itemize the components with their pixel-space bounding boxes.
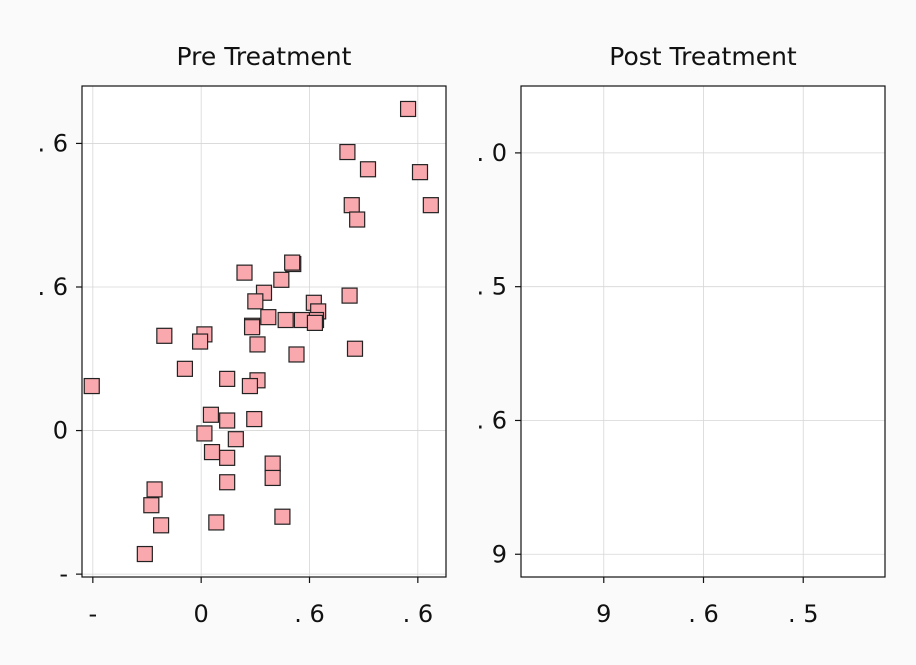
plot-area <box>521 86 885 577</box>
data-point <box>146 481 163 498</box>
data-point <box>411 164 429 181</box>
data-point <box>264 469 281 487</box>
pre-treatment-panel: - 0 . 6 . 6 - 0 . 6 . 6 Pre Treatment <box>37 42 447 628</box>
data-point <box>176 360 194 377</box>
y-tick-label: - <box>59 560 68 588</box>
data-point <box>273 271 290 288</box>
data-point <box>196 425 213 442</box>
data-point <box>399 100 417 118</box>
y-tick-label: . 0 <box>476 139 507 167</box>
plot-area <box>82 86 446 577</box>
x-tick-label: 0 <box>194 600 209 628</box>
data-point <box>156 327 173 344</box>
y-tick-label: . 6 <box>37 129 68 157</box>
data-point <box>422 197 439 214</box>
data-point <box>247 293 264 310</box>
data-point <box>203 443 221 461</box>
x-tick-label: . 6 <box>688 600 719 628</box>
x-tick-label: . 6 <box>294 600 325 628</box>
data-point <box>264 455 281 472</box>
x-tick-label: . 5 <box>788 600 819 628</box>
data-point <box>243 319 261 336</box>
data-point <box>274 508 291 525</box>
data-point <box>284 254 301 271</box>
y-tick-label: . 5 <box>476 273 507 301</box>
data-point <box>277 311 294 329</box>
data-point <box>349 211 366 228</box>
data-point <box>227 431 244 448</box>
x-tick-label: - <box>88 600 97 628</box>
data-point <box>260 309 277 326</box>
data-point <box>208 514 225 531</box>
y-tick-label: . 6 <box>476 406 507 434</box>
data-point <box>143 497 160 514</box>
data-point <box>219 412 236 429</box>
y-tick-label: 0 <box>53 417 68 445</box>
data-point <box>236 264 253 281</box>
data-point <box>83 377 100 395</box>
data-point <box>359 161 377 178</box>
data-point <box>306 314 324 331</box>
y-tick-label: . 6 <box>37 273 68 301</box>
x-tick-label: . 6 <box>403 600 434 628</box>
data-point <box>136 545 153 563</box>
chart-title: Pre Treatment <box>177 42 352 71</box>
data-point <box>202 406 220 423</box>
data-point <box>219 474 236 491</box>
data-point <box>152 517 170 534</box>
data-point <box>341 287 358 304</box>
data-point <box>249 336 266 353</box>
x-tick-label: 9 <box>596 600 611 628</box>
data-point <box>191 333 209 350</box>
axes-frame <box>81 85 447 578</box>
data-point <box>339 143 356 161</box>
y-tick-label: 9 <box>492 540 507 568</box>
data-point <box>343 197 360 214</box>
post-treatment-panel: 9 . 6 . 5 . 0 . 5 . 6 9 Post Treatment <box>476 42 886 628</box>
data-point <box>346 340 364 357</box>
data-point <box>219 449 236 466</box>
data-point <box>288 346 305 363</box>
data-point <box>219 370 236 387</box>
data-point <box>241 377 259 395</box>
data-point <box>246 410 263 428</box>
chart-title: Post Treatment <box>609 42 797 71</box>
